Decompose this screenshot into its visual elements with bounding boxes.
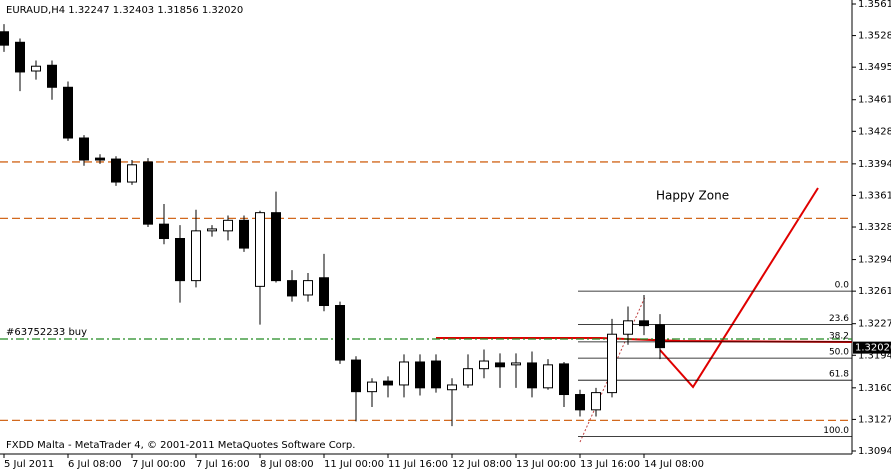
- candle-body: [303, 280, 313, 296]
- candle-body: [463, 368, 473, 386]
- y-tick-label: 1.31940: [858, 350, 891, 361]
- candle-body: [63, 86, 73, 139]
- x-tick-label: 11 Jul 16:00: [388, 459, 448, 470]
- candle-body: [255, 212, 265, 287]
- x-tick-label: 7 Jul 00:00: [132, 459, 186, 470]
- candle-body: [591, 392, 601, 411]
- candle-body: [527, 362, 537, 389]
- header: EURAUD,H4 1.32247 1.32403 1.31856 1.3202…: [6, 5, 243, 16]
- x-tick-label: 11 Jul 00:00: [324, 459, 384, 470]
- y-tick-label: 1.35280: [858, 31, 891, 42]
- candle-body: [143, 161, 153, 225]
- candle-body: [415, 361, 425, 389]
- y-tick-label: 1.33610: [858, 190, 891, 201]
- candle-body: [543, 364, 553, 389]
- x-tick-label: 13 Jul 16:00: [580, 459, 640, 470]
- y-tick-label: 1.33280: [858, 222, 891, 233]
- y-tick-label: 1.33940: [858, 159, 891, 170]
- y-tick-label: 1.31270: [858, 414, 891, 425]
- level-label: #63752233 buy: [6, 327, 87, 338]
- fibo-label: 38.2: [829, 331, 849, 341]
- fibo-label: 23.6: [829, 314, 849, 324]
- fibo-label: 61.8: [829, 370, 849, 380]
- candle-body: [495, 362, 505, 368]
- y-tick-label: 1.34610: [858, 95, 891, 106]
- candle-body: [31, 65, 41, 72]
- y-tick-label: 1.34950: [858, 62, 891, 73]
- candle-body: [0, 31, 9, 46]
- candle-body: [271, 212, 281, 282]
- x-tick-label: 13 Jul 00:00: [516, 459, 576, 470]
- y-tick-label: 1.30940: [858, 446, 891, 457]
- candle-body: [111, 158, 121, 183]
- bid-label: 1.32020: [855, 343, 891, 354]
- x-tick-label: 5 Jul 2011: [4, 459, 54, 470]
- fibo-label: 100.0: [823, 426, 849, 436]
- candle-body: [607, 333, 617, 394]
- candle-body: [127, 164, 137, 183]
- candle-body: [511, 362, 521, 366]
- candle-body: [575, 394, 585, 411]
- candle-body: [655, 324, 665, 349]
- candle-body: [367, 381, 377, 393]
- fibo-label: 50.0: [829, 348, 849, 358]
- candle-body: [639, 320, 649, 327]
- candle-body: [623, 320, 633, 335]
- footer: FXDD Malta - MetaTrader 4, © 2001-2011 M…: [6, 440, 355, 451]
- fibo-trend: [579, 296, 646, 443]
- x-tick-label: 14 Jul 08:00: [644, 459, 704, 470]
- candle-body: [447, 384, 457, 391]
- candle-body: [15, 41, 25, 73]
- candle-body: [95, 157, 105, 161]
- x-tick-label: 6 Jul 08:00: [68, 459, 122, 470]
- y-tick-label: 1.32270: [858, 319, 891, 330]
- candle-body: [383, 380, 393, 386]
- y-tick-label: 1.35610: [858, 0, 891, 10]
- y-tick-label: 1.31600: [858, 383, 891, 394]
- candle-body: [47, 64, 57, 88]
- bid-box: [853, 341, 891, 354]
- candle-body: [335, 305, 345, 361]
- candle-body: [559, 363, 569, 396]
- candle-body: [431, 360, 441, 389]
- candle-body: [287, 280, 297, 297]
- candle-body: [79, 137, 89, 161]
- candle-body: [399, 361, 409, 386]
- x-tick-label: 12 Jul 08:00: [452, 459, 512, 470]
- y-tick-label: 1.32940: [858, 255, 891, 266]
- x-tick-label: 7 Jul 16:00: [196, 459, 250, 470]
- candle-body: [239, 219, 249, 249]
- candle-body: [175, 238, 185, 282]
- candle-body: [159, 223, 169, 240]
- candle-body: [223, 219, 233, 232]
- candle-body: [479, 360, 489, 370]
- candle-body: [351, 359, 361, 393]
- annotation: Happy Zone: [656, 189, 729, 203]
- candle-body: [207, 228, 217, 232]
- fibo-label: 0.0: [835, 281, 850, 291]
- y-tick-label: 1.32610: [858, 286, 891, 297]
- candle-body: [319, 277, 329, 307]
- x-tick-label: 8 Jul 08:00: [260, 459, 314, 470]
- y-tick-label: 1.34280: [858, 126, 891, 137]
- zigzag: [659, 187, 819, 389]
- candle-body: [191, 230, 201, 282]
